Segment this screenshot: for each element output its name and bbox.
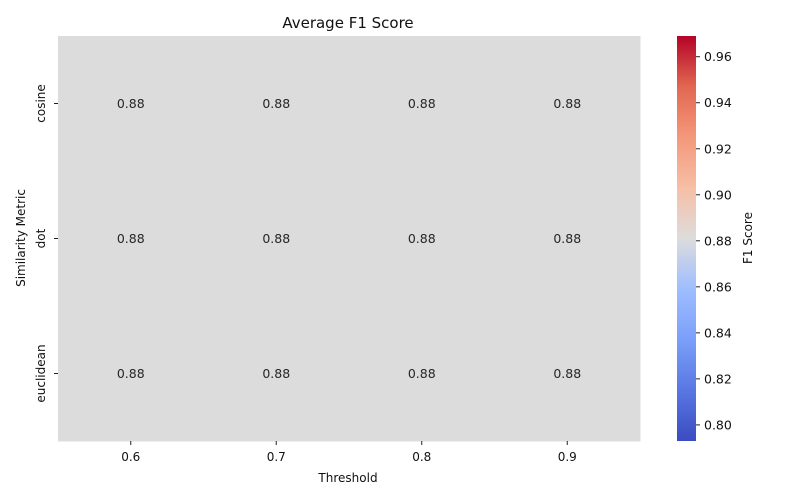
heatmap-cell-labels: 0.88 0.88 0.88 0.88 0.88 0.88 0.88 0.88 0.88 0.88…	[117, 96, 581, 381]
heatmap-cell	[349, 306, 495, 442]
colorbar-label: F1 Score	[741, 212, 755, 264]
heatmap-cells	[58, 36, 641, 442]
colorbar-tick-label: 0.96	[704, 49, 732, 64]
heatmap-cell	[58, 306, 204, 442]
cell-value-label: 0.88	[553, 366, 581, 381]
colorbar-tick-label: 0.82	[704, 371, 732, 386]
colorbar-tick-label: 0.90	[704, 187, 732, 202]
x-tick-label: 0.8	[412, 450, 431, 464]
x-axis-ticks: 0.6 0.7 0.8 0.9	[121, 441, 577, 464]
cell-value-label: 0.88	[408, 366, 436, 381]
heatmap-cell	[494, 36, 641, 172]
heatmap-cell	[349, 171, 495, 307]
heatmap-cell	[203, 306, 350, 442]
heatmap-cell	[494, 171, 641, 307]
colorbar-tick-label: 0.88	[704, 233, 732, 248]
cell-value-label: 0.88	[262, 231, 290, 246]
colorbar-tick-label: 0.94	[704, 95, 732, 110]
x-tick-label: 0.6	[121, 450, 140, 464]
cell-value-label: 0.88	[408, 231, 436, 246]
cell-value-label: 0.88	[262, 96, 290, 111]
cell-value-label: 0.88	[553, 96, 581, 111]
cell-value-label: 0.88	[117, 231, 145, 246]
heatmap-cell	[58, 36, 204, 172]
cell-value-label: 0.88	[553, 231, 581, 246]
cell-value-label: 0.88	[408, 96, 436, 111]
heatmap-cell	[349, 36, 495, 172]
heatmap-cell	[203, 171, 350, 307]
x-tick-label: 0.9	[558, 450, 577, 464]
y-tick-label: euclidean	[34, 344, 48, 402]
heatmap-cell	[203, 36, 350, 172]
y-axis-label: Similarity Metric	[14, 189, 28, 287]
colorbar-tick-label: 0.84	[704, 325, 732, 340]
y-axis-ticks: cosine dot euclidean	[34, 84, 58, 403]
colorbar-tick-label: 0.92	[704, 141, 732, 156]
x-tick-label: 0.7	[267, 450, 286, 464]
colorbar	[677, 36, 696, 441]
heatmap-cell	[494, 306, 641, 442]
y-tick-label: dot	[34, 228, 48, 248]
heatmap-cell	[58, 171, 204, 307]
cell-value-label: 0.88	[117, 96, 145, 111]
x-axis-label: Threshold	[317, 471, 377, 485]
y-tick-label: cosine	[34, 84, 48, 123]
cell-value-label: 0.88	[117, 366, 145, 381]
colorbar-ticks: 0.80 0.82 0.84 0.86 0.88 0.90 0.92 0.94 0.96	[696, 49, 732, 432]
colorbar-tick-label: 0.80	[704, 417, 732, 432]
chart-title: Average F1 Score	[282, 14, 413, 32]
colorbar-tick-label: 0.86	[704, 279, 732, 294]
cell-value-label: 0.88	[262, 366, 290, 381]
